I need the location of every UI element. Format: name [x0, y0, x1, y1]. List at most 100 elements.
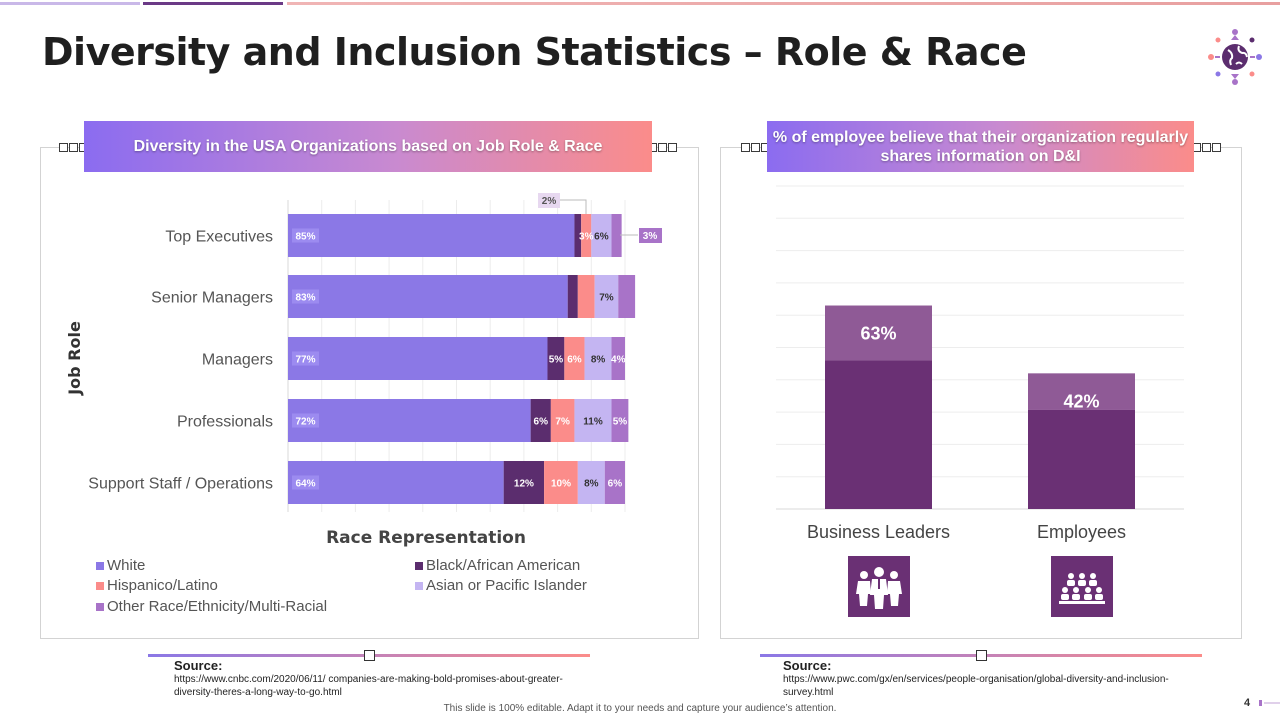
handle-square: [1212, 143, 1221, 152]
diversity-globe-icon: [1208, 29, 1262, 85]
callout-box: [538, 193, 560, 208]
page-title: Diversity and Inclusion Statistics – Rol…: [42, 30, 1027, 74]
data-label-bg: [292, 475, 319, 490]
category-label: Professionals: [177, 414, 273, 431]
category-label: Managers: [202, 352, 273, 369]
data-label: 6%: [594, 232, 609, 243]
bar-segment: [611, 337, 625, 380]
x-axis-title: Race Representation: [326, 528, 526, 548]
category-label: Support Staff / Operations: [88, 476, 273, 493]
bar-segment: [550, 399, 575, 442]
bar-segment: [577, 275, 595, 318]
data-label: 83%: [295, 293, 315, 304]
data-label-bg: [292, 351, 319, 366]
data-label: 5%: [613, 417, 628, 428]
data-label: 7%: [555, 417, 570, 428]
page-number: 4: [1244, 697, 1251, 709]
data-label: 6%: [534, 417, 549, 428]
y-axis-title: Job Role: [65, 321, 84, 396]
legend-swatch: [96, 561, 104, 570]
source-divider-handle: [976, 650, 987, 661]
legend-label: Hispanico/Latino: [107, 577, 218, 594]
bar-segment: [288, 214, 575, 257]
bar-segment: [288, 399, 531, 442]
bar-segment: [288, 461, 504, 504]
data-label: 10%: [551, 479, 571, 490]
handle-square: [751, 143, 760, 152]
left-chart-banner: Diversity in the USA Organizations based…: [84, 121, 652, 172]
legend-label: Other Race/Ethnicity/Multi-Racial: [107, 598, 328, 615]
bar-segment: [611, 399, 629, 442]
data-label: 3%: [579, 232, 594, 243]
business-leaders-icon: [848, 556, 910, 617]
data-label: 7%: [599, 293, 614, 304]
column-bar: [825, 360, 932, 509]
data-label-bg: [292, 413, 319, 428]
handle-square: [59, 143, 68, 152]
data-label: 11%: [583, 417, 603, 428]
bar-segment: [288, 275, 568, 318]
data-label: 63%: [860, 324, 896, 344]
bar-segment: [591, 214, 612, 257]
data-label: 85%: [295, 232, 315, 243]
category-label: Business Leaders: [807, 522, 950, 542]
source-label: Source:: [174, 658, 223, 673]
handle-square: [668, 143, 677, 152]
data-label: 77%: [295, 355, 315, 366]
top-accent-line-2: [143, 2, 283, 5]
right-chart-banner: % of employee believe that their organiz…: [767, 121, 1194, 172]
category-label: Top Executives: [165, 229, 273, 246]
data-label: 6%: [567, 355, 582, 366]
bar-segment: [564, 337, 585, 380]
data-label: 8%: [591, 355, 606, 366]
handle-square: [658, 143, 667, 152]
bar-segment: [544, 461, 578, 504]
data-label: 64%: [295, 479, 315, 490]
bar-segment: [584, 337, 612, 380]
data-label-bg: [292, 228, 319, 243]
bar-segment: [577, 461, 605, 504]
legend-label: Black/African American: [426, 557, 581, 574]
callout-box: [639, 228, 662, 243]
top-accent-line-1: [0, 2, 140, 5]
handle-square: [1202, 143, 1211, 152]
bar-segment: [604, 461, 625, 504]
source-url[interactable]: https://www.pwc.com/gx/en/services/peopl…: [783, 674, 1169, 698]
legend-label: White: [107, 557, 146, 574]
data-label: 42%: [1063, 391, 1099, 411]
source-divider-handle: [364, 650, 375, 661]
footer-note: This slide is 100% editable. Adapt it to…: [443, 703, 837, 714]
data-label: 12%: [514, 479, 534, 490]
business-leaders-icon: [856, 567, 902, 609]
legend-swatch: [96, 602, 104, 611]
legend-swatch: [415, 581, 423, 590]
data-label-bg: [292, 289, 319, 304]
legend-hispanic: Hispanico/Latino: [96, 577, 218, 594]
data-label: 8%: [584, 479, 599, 490]
bar-segment: [581, 214, 592, 257]
bar-segment: [594, 275, 619, 318]
bar-segment: [503, 461, 545, 504]
column-bar: [1028, 409, 1135, 509]
bar-segment: [611, 214, 622, 257]
source-right: Source: https://www.pwc.com/gx/en/servic…: [783, 659, 1183, 699]
bar-segment: [618, 275, 636, 318]
dni-sharing-panel: [720, 147, 1242, 639]
data-label: 4%: [611, 355, 626, 366]
bar-segment: [530, 399, 551, 442]
legend-asian: Asian or Pacific Islander: [415, 577, 587, 594]
source-url[interactable]: https://www.cnbc.com/2020/06/11/ compani…: [174, 674, 563, 698]
callout-3-percent: 3%: [643, 231, 658, 242]
column-bar-cap: [825, 305, 932, 361]
employees-group-icon: [1059, 573, 1105, 604]
employees-group-icon: [1051, 556, 1113, 617]
page-number-accent: [1259, 700, 1262, 706]
bar-segment: [567, 275, 578, 318]
bar-segment: [574, 214, 582, 257]
data-label: 5%: [549, 355, 564, 366]
category-label: Senior Managers: [151, 290, 273, 307]
page-number-accent: [1264, 702, 1280, 704]
legend-black: Black/African American: [415, 557, 580, 574]
legend-swatch: [415, 561, 423, 570]
